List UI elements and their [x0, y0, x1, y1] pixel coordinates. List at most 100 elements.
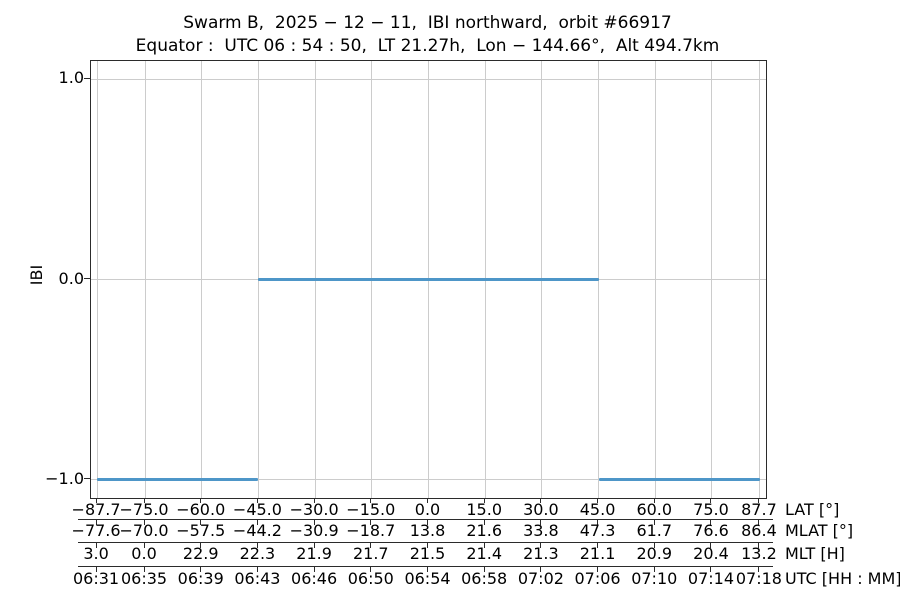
axis-row-label: MLAT [°] — [785, 521, 854, 540]
x-tick-label: 21.1 — [579, 544, 616, 563]
x-tick — [313, 520, 315, 525]
x-tick — [370, 567, 372, 572]
x-tick — [653, 567, 655, 572]
x-tick-label: 61.7 — [636, 521, 673, 540]
x-tick-label: 47.3 — [579, 521, 616, 540]
y-tick — [84, 478, 90, 480]
x-tick-label: 0.0 — [131, 544, 157, 563]
x-tick — [370, 498, 372, 503]
x-tick-label: 21.5 — [409, 544, 446, 563]
x-tick-label: −77.6 — [71, 521, 121, 540]
x-tick — [256, 567, 258, 572]
x-tick-label: 07:02 — [517, 569, 564, 588]
x-tick — [483, 498, 485, 503]
chart-subtitle: Equator : UTC 06 : 54 : 50, LT 21.27h, L… — [135, 36, 720, 56]
x-tick — [710, 543, 712, 548]
x-tick — [758, 543, 760, 548]
x-tick — [483, 543, 485, 548]
x-tick — [540, 543, 542, 548]
x-tick-label: 0.0 — [414, 500, 441, 519]
axis-rule — [78, 566, 773, 567]
x-tick — [483, 567, 485, 572]
axis-row-label: LAT [°] — [785, 500, 840, 519]
x-tick — [758, 567, 760, 572]
x-tick — [95, 520, 97, 525]
x-tick — [143, 543, 145, 548]
axis-row-label: UTC [HH : MM] — [785, 569, 900, 588]
x-tick — [653, 498, 655, 503]
x-tick-label: −70.0 — [119, 521, 169, 540]
x-tick-label: 21.9 — [296, 544, 332, 563]
x-tick-label: 07:10 — [631, 569, 678, 588]
x-tick-label: −57.5 — [176, 521, 226, 540]
x-tick — [370, 543, 372, 548]
x-tick — [597, 543, 599, 548]
x-tick-label: 06:50 — [347, 569, 394, 588]
x-tick — [95, 567, 97, 572]
x-tick-label: 06:35 — [120, 569, 168, 588]
x-tick-label: 22.3 — [239, 544, 276, 563]
x-tick-label: 06:54 — [404, 569, 451, 588]
x-tick — [256, 543, 258, 548]
x-tick-label: −30.9 — [289, 521, 339, 540]
x-tick-label: 76.6 — [693, 521, 729, 540]
x-tick — [95, 498, 97, 503]
x-tick-label: −15.0 — [346, 500, 396, 519]
ibi-line-segment — [598, 478, 760, 482]
x-tick — [143, 498, 145, 503]
x-tick-label: 87.7 — [741, 500, 777, 519]
x-tick — [710, 520, 712, 525]
x-tick — [758, 498, 760, 503]
x-tick-label: 20.4 — [693, 544, 729, 563]
x-tick-label: 86.4 — [741, 521, 777, 540]
x-tick — [313, 498, 315, 503]
x-tick — [540, 520, 542, 525]
axis-rule — [78, 519, 773, 520]
x-tick — [653, 543, 655, 548]
x-tick-label: 21.6 — [466, 521, 502, 540]
y-tick — [84, 278, 90, 279]
x-tick-label: −60.0 — [176, 500, 226, 519]
x-tick-label: 45.0 — [579, 500, 616, 519]
x-tick — [710, 567, 712, 572]
ibi-line-segment — [258, 278, 599, 281]
x-tick — [483, 520, 485, 525]
x-tick-label: 13.2 — [741, 544, 777, 563]
x-tick — [143, 520, 145, 525]
x-tick-label: 75.0 — [693, 500, 729, 519]
x-tick — [653, 520, 655, 525]
x-tick — [427, 520, 428, 525]
plot-area — [90, 60, 767, 499]
x-tick-label: 15.0 — [466, 500, 502, 519]
x-tick-label: 06:39 — [177, 569, 224, 588]
x-tick — [200, 520, 202, 525]
y-tick-label: 0.0 — [58, 268, 84, 288]
x-tick-label: 20.9 — [636, 544, 673, 563]
y-tick-label: −1.0 — [45, 468, 84, 488]
x-tick — [540, 498, 542, 503]
x-tick-label: −44.2 — [232, 521, 282, 540]
x-tick-label: 06:43 — [234, 569, 281, 588]
x-tick-label: 06:46 — [291, 569, 338, 588]
axis-row-label: MLT [H] — [785, 544, 845, 563]
x-tick — [95, 543, 97, 548]
x-tick — [313, 567, 315, 572]
x-tick-label: −45.0 — [232, 500, 282, 519]
y-gridline — [91, 78, 766, 80]
x-tick-label: −87.7 — [71, 500, 121, 519]
x-tick — [597, 520, 599, 525]
x-tick-label: 07:18 — [735, 569, 782, 588]
chart-title: Swarm B, 2025 − 12 − 11, IBI northward, … — [183, 13, 672, 33]
x-tick-label: 21.3 — [523, 544, 559, 563]
x-tick — [597, 567, 599, 572]
x-tick-label: −18.7 — [346, 521, 396, 540]
y-tick-label: 1.0 — [58, 68, 84, 88]
x-tick — [256, 520, 258, 525]
x-tick — [710, 498, 712, 503]
x-tick — [200, 567, 202, 572]
x-tick-label: 13.8 — [409, 521, 446, 540]
x-tick-label: 06:31 — [72, 569, 120, 588]
ibi-line-segment — [97, 478, 259, 482]
x-tick-label: 21.4 — [466, 544, 502, 563]
